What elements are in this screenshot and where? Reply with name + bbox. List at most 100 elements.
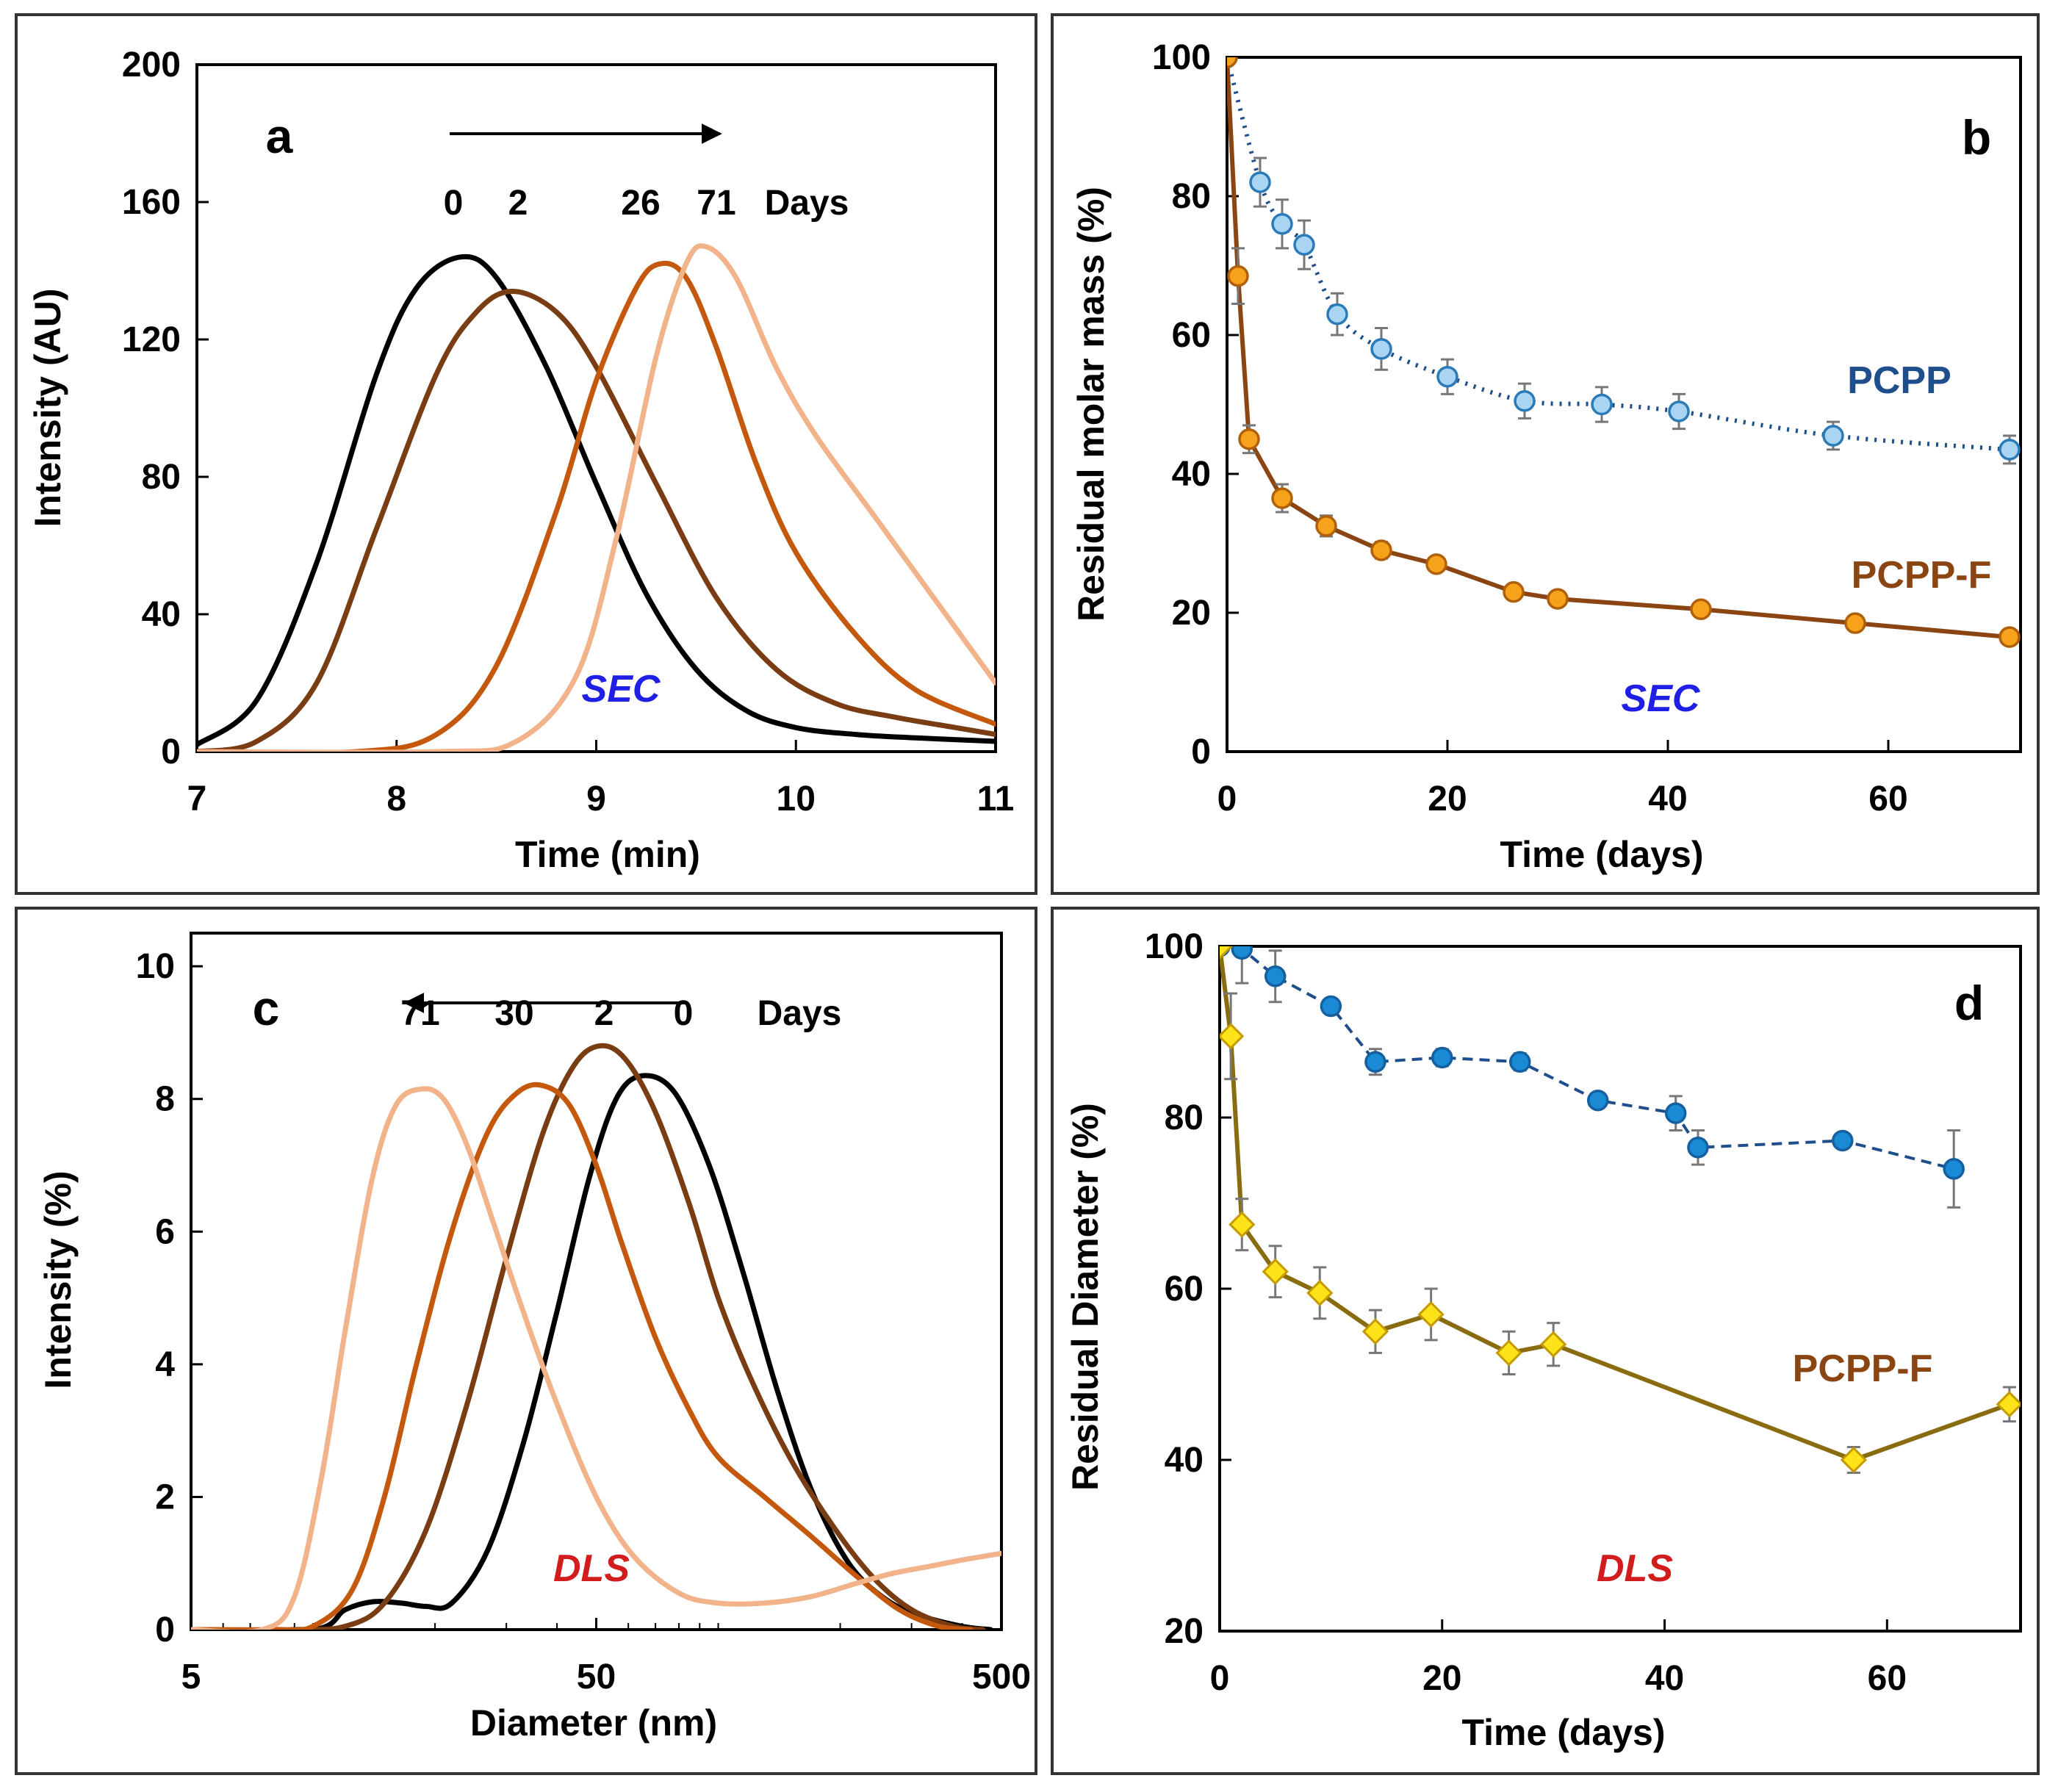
panel-c-y-tick-label: 2 [155, 1478, 175, 1516]
panel-d-point-pcpp-f [1220, 946, 1234, 960]
panel-b-line-pcpp-f [1227, 57, 2010, 640]
panel-a-x-axis: 7 8 9 10 11 [187, 740, 1015, 818]
panel-a-label: a [266, 109, 294, 163]
panel-a-series [197, 243, 996, 752]
panel-a-curve-day-71 [197, 243, 996, 752]
panel-d-point-pcpp [1664, 1102, 1687, 1124]
panel-b-series-label-pcpp: PCPP [1847, 359, 1951, 402]
panel-c-curve-day-0 [191, 1073, 993, 1630]
panel-a-y-tick-label: 0 [161, 733, 181, 771]
panel-c-day-label-30: 30 [494, 994, 533, 1033]
panel-d-point-pcpp-f [1228, 1211, 1256, 1238]
panel-d-point-pcpp-f [1220, 1023, 1245, 1050]
panel-b-y-tick-label: 40 [1172, 455, 1211, 494]
panel-c-y-tick-label: 6 [155, 1212, 175, 1251]
panel-d-point-pcpp [1832, 1129, 1854, 1152]
panel-b-series [1227, 57, 2021, 648]
panel-c-x-tick-label: 50 [577, 1658, 616, 1696]
panel-b-point-pcpp [1668, 400, 1690, 422]
panel-d-y-axis: 20 40 60 80 100 [1145, 927, 1231, 1651]
panel-c-y-tick-label: 8 [155, 1080, 175, 1119]
panel-d-x-tick-label: 20 [1422, 1659, 1461, 1698]
panel-b-x-axis-title: Time (days) [1500, 834, 1704, 875]
panel-a-method-label: SEC [582, 668, 661, 710]
panel-a-curve-day-26 [197, 260, 996, 752]
panel-c-curve-day-30 [191, 1082, 974, 1630]
panel-c-day-label-71: 71 [400, 994, 439, 1033]
panel-b-x-tick-label: 0 [1217, 780, 1237, 818]
panel-d-frame [1051, 907, 2040, 1775]
panel-a-x-tick-label: 8 [386, 780, 406, 818]
panel-b-method-label: SEC [1622, 677, 1701, 720]
panel-b-y-axis-title: Residual molar mass (%) [1071, 187, 1112, 622]
panel-b-x-tick-label: 60 [1868, 780, 1907, 818]
panel-d-point-pcpp [1231, 946, 1253, 960]
panel-c-chart: 0 2 4 6 8 10 5 50 500 c 71 30 2 0 Days DLS Diam… [37, 932, 1031, 1744]
panel-c-days-word: Days [758, 994, 842, 1033]
panel-a-y-tick-label: 80 [142, 458, 181, 497]
panel-a-day-label-71: 71 [697, 184, 735, 223]
panel-b-point-pcpp-f [1503, 580, 1525, 603]
panel-d-x-tick-label: 0 [1210, 1659, 1230, 1698]
panel-d-point-pcpp-f [1840, 1446, 1868, 1474]
panel-b-x-axis: 0 20 40 60 [1217, 740, 1908, 818]
panel-b-point-pcpp [1591, 393, 1613, 416]
panel-b-plot-area [1226, 56, 2022, 753]
panel-b-label: b [1962, 110, 1991, 165]
panel-b-line-pcpp [1227, 57, 2010, 452]
panel-d-point-pcpp-f [1996, 1391, 2021, 1418]
panel-a-y-tick-label: 160 [122, 183, 181, 222]
panel-d-point-pcpp [1431, 1046, 1453, 1069]
panel-c-day-label-2: 2 [594, 994, 614, 1033]
panel-c-x-axis-title: Diameter (nm) [470, 1702, 717, 1744]
panel-c-day-label-0: 0 [674, 994, 694, 1033]
panel-a-plot-area [195, 63, 997, 753]
panel-b-point-pcpp-f [1227, 265, 1249, 287]
panel-d-x-axis-title: Time (days) [1462, 1712, 1666, 1753]
panel-a-frame [15, 13, 1037, 895]
panel-a-x-tick-label: 10 [777, 780, 816, 818]
panel-d-y-axis-title: Residual Diameter (%) [1065, 1103, 1106, 1491]
panel-d-point-pcpp [1509, 1051, 1531, 1073]
panel-a-y-axis: 0 40 80 120 160 200 [122, 46, 209, 771]
panel-c-y-tick-label: 4 [155, 1345, 175, 1384]
panel-c-curve-day-2 [191, 1043, 986, 1630]
panel-a-day-label-2: 2 [508, 184, 528, 223]
panel-b-y-tick-label: 60 [1172, 316, 1211, 355]
panel-c-x-tick-label: 5 [181, 1658, 201, 1696]
panel-d-x-tick-label: 60 [1868, 1659, 1907, 1698]
panel-a-days-word: Days [765, 184, 849, 223]
panel-d-point-pcpp-f [1306, 1279, 1334, 1306]
panel-d-series [1220, 946, 2021, 1474]
panel-b-point-pcpp-f [1844, 612, 1866, 634]
panel-a-y-axis-title: Intensity (AU) [27, 289, 68, 528]
panel-b-point-pcpp [1436, 365, 1458, 388]
panel-a-y-tick-label: 40 [142, 595, 181, 634]
panel-d-point-pcpp [1320, 995, 1342, 1018]
panel-c-y-axis-title: Intensity (%) [37, 1170, 79, 1389]
panel-b-point-pcpp-f [1370, 539, 1392, 561]
panel-b-point-pcpp [1293, 234, 1315, 256]
panel-d-y-tick-label: 100 [1145, 927, 1204, 966]
panel-b-point-pcpp-f [1271, 487, 1293, 509]
panel-a-x-tick-label: 11 [977, 780, 1015, 818]
panel-c-series [191, 1043, 1001, 1630]
panel-c-curve-day-71 [191, 1086, 1001, 1630]
panel-b-frame [1051, 13, 2040, 895]
panel-b-y-tick-label: 80 [1172, 177, 1211, 216]
panel-d-y-tick-label: 80 [1165, 1098, 1204, 1137]
panel-d-point-pcpp [1264, 965, 1287, 987]
panel-a-x-tick-label: 9 [586, 780, 606, 818]
panel-b-point-pcpp-f [1690, 598, 1712, 621]
panel-b-point-pcpp [1822, 425, 1844, 447]
panel-b-x-tick-label: 20 [1428, 780, 1467, 818]
panel-c-y-axis: 0 2 4 6 8 10 [136, 947, 203, 1649]
panel-d-point-pcpp-f [1495, 1339, 1522, 1367]
panel-d-point-pcpp [1586, 1089, 1609, 1112]
panel-d-point-pcpp-f [1262, 1258, 1289, 1285]
panel-c-x-tick-label: 500 [972, 1658, 1031, 1696]
panel-d-point-pcpp [1687, 1137, 1709, 1159]
panel-b-point-pcpp-f [1238, 428, 1260, 450]
